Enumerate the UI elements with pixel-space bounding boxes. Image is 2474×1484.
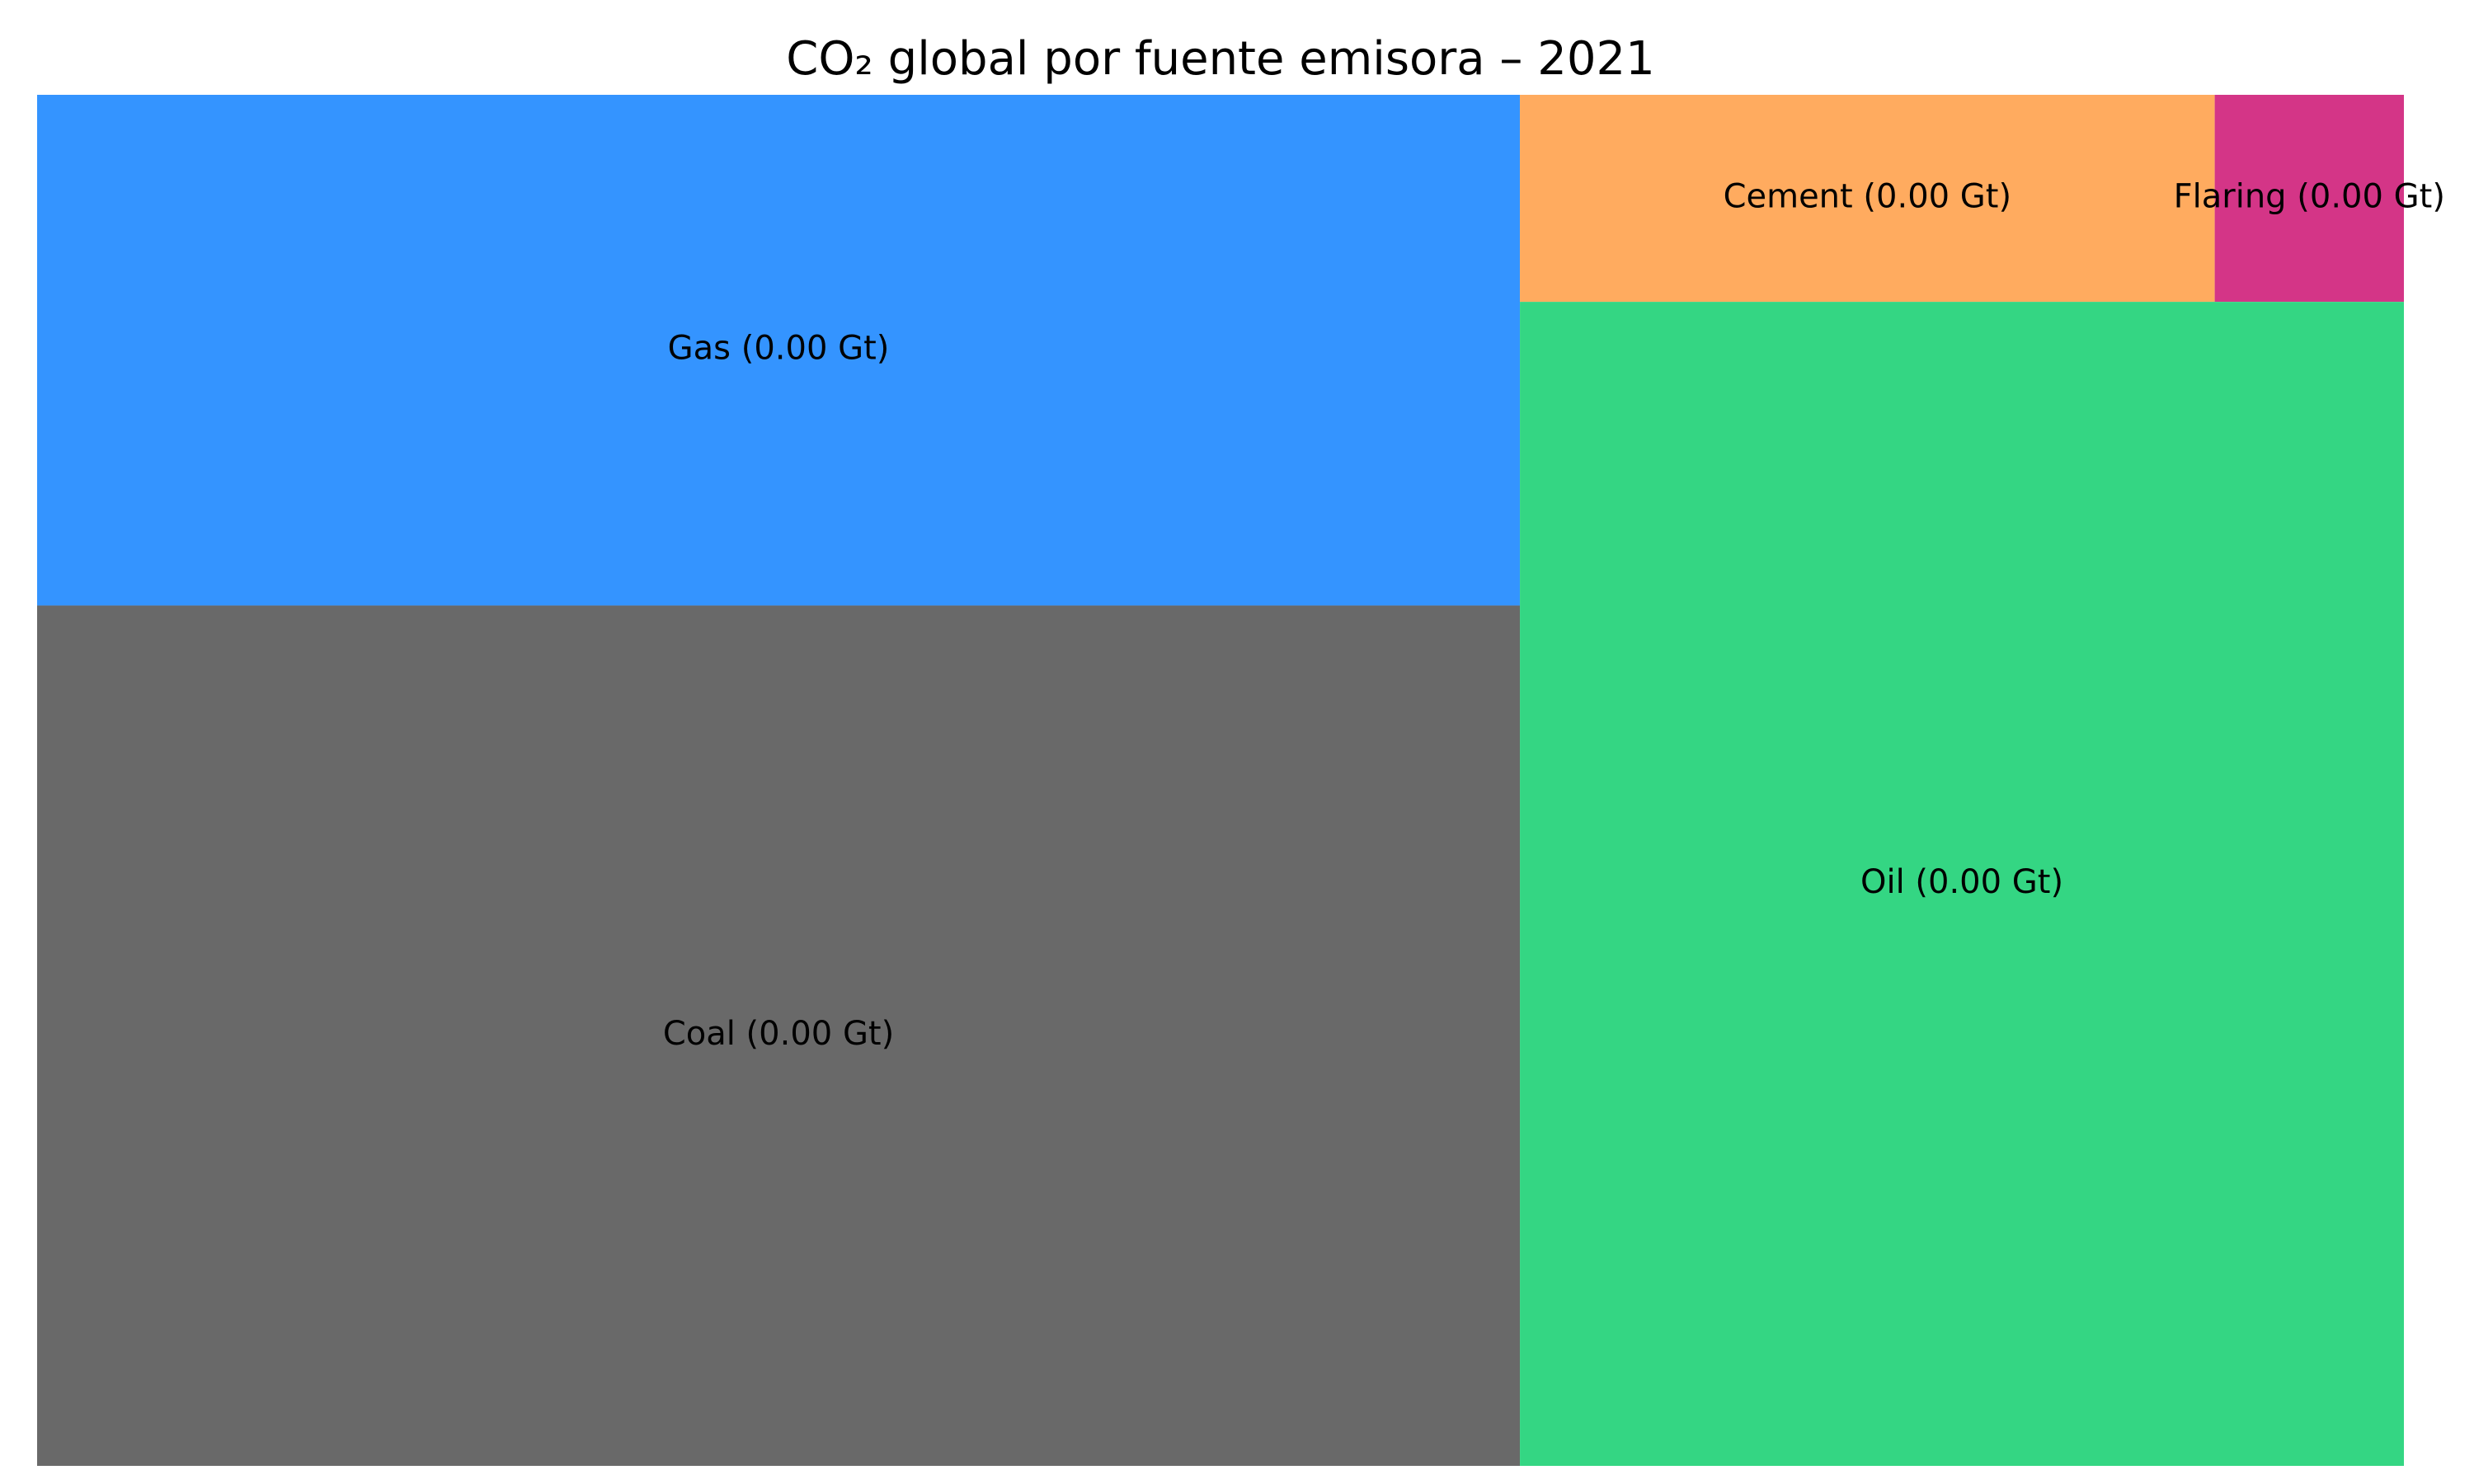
treemap-label-oil: Oil (0.00 Gt) <box>1860 863 2063 901</box>
chart-title: CO₂ global por fuente emisora – 2021 <box>786 32 1654 86</box>
treemap-label-gas: Gas (0.00 Gt) <box>668 330 890 368</box>
treemap-cells <box>37 95 2404 1466</box>
treemap-label-flaring: Flaring (0.00 Gt) <box>2174 178 2445 216</box>
treemap-cell-gas <box>37 95 1521 606</box>
treemap-label-coal: Coal (0.00 Gt) <box>663 1015 894 1053</box>
treemap-cell-oil <box>1520 302 2404 1466</box>
treemap-cell-flaring <box>2214 95 2404 303</box>
treemap-cell-cement <box>1520 95 2215 303</box>
treemap-label-cement: Cement (0.00 Gt) <box>1724 178 2012 216</box>
treemap-labels: Gas (0.00 Gt) Coal (0.00 Gt) Cement (0.00 … <box>663 178 2445 1054</box>
treemap-cell-coal <box>37 605 1521 1466</box>
